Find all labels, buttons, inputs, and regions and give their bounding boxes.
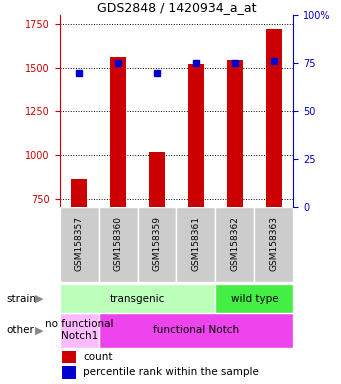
Text: no functional
Notch1: no functional Notch1 [45,319,114,341]
Text: functional Notch: functional Notch [153,325,239,335]
Text: wild type: wild type [231,293,278,304]
Bar [254,207,293,282]
Bar [188,64,204,207]
Bar [99,313,293,348]
Text: other: other [7,325,35,335]
Text: GSM158361: GSM158361 [191,216,201,271]
Bar [60,207,99,282]
Bar [177,207,216,282]
Bar [149,152,165,207]
Bar [110,57,126,207]
Bar [227,60,243,207]
Bar [216,284,293,313]
Text: GSM158360: GSM158360 [114,216,122,271]
Bar [60,313,99,348]
Bar [60,284,216,313]
Text: percentile rank within the sample: percentile rank within the sample [83,367,259,377]
Bar [62,351,76,363]
Title: GDS2848 / 1420934_a_at: GDS2848 / 1420934_a_at [97,1,256,14]
Bar [62,366,76,379]
Text: GSM158363: GSM158363 [269,216,278,271]
Text: ▶: ▶ [35,293,43,304]
Text: GSM158357: GSM158357 [75,216,84,271]
Text: count: count [83,352,113,362]
Bar [71,179,87,207]
Text: strain: strain [7,293,37,304]
Bar [99,207,137,282]
Text: GSM158362: GSM158362 [231,216,239,271]
Bar [137,207,177,282]
Text: ▶: ▶ [35,325,43,335]
Text: transgenic: transgenic [110,293,165,304]
Text: GSM158359: GSM158359 [152,216,162,271]
Bar [266,29,282,207]
Bar [216,207,254,282]
